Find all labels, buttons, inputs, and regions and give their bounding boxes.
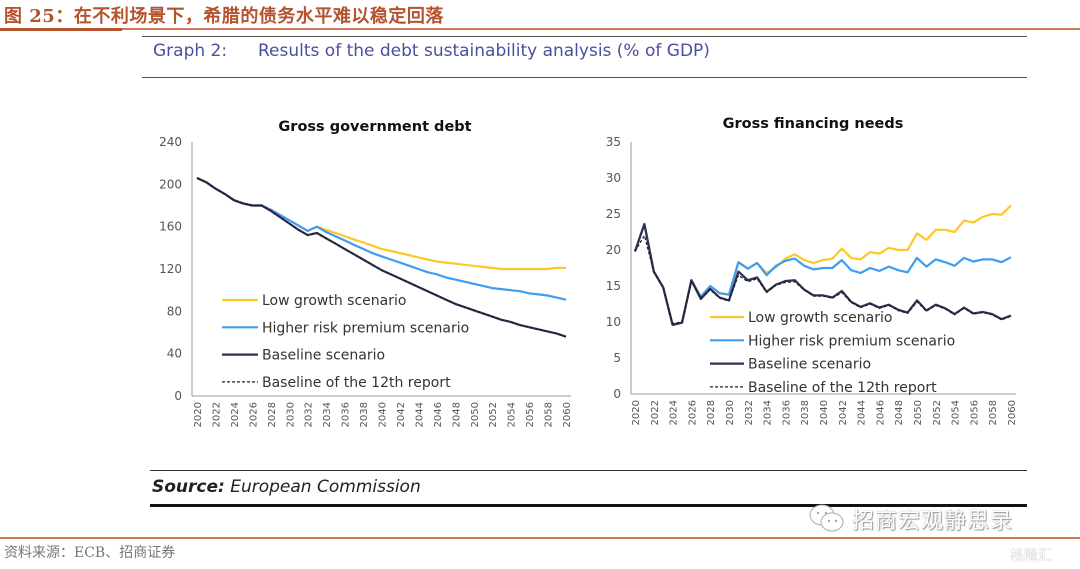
x-tick-label: 2032 — [744, 400, 755, 425]
watermark-text: 招商宏观静思录 — [852, 509, 1014, 534]
source-label: Source: — [152, 477, 225, 497]
x-tick-label: 2048 — [451, 402, 462, 427]
series-line-baseline-12th — [634, 235, 1012, 324]
x-tick-label: 2030 — [725, 400, 736, 425]
x-tick-label: 2036 — [781, 400, 792, 425]
x-tick-label: 2050 — [470, 402, 481, 427]
series-line-baseline — [633, 223, 1012, 326]
x-tick-label: 2046 — [433, 402, 444, 427]
legend-label-low-growth: Low growth scenario — [262, 293, 406, 309]
y-tick-label: 240 — [159, 135, 182, 149]
series-line-baseline-12th — [196, 177, 567, 338]
title-accent-divider — [0, 28, 122, 31]
x-tick-label: 2046 — [875, 400, 886, 425]
x-tick-label: 2034 — [322, 402, 333, 427]
y-tick-label: 80 — [167, 304, 182, 318]
x-tick-label: 2060 — [1007, 400, 1018, 425]
x-tick-label: 2050 — [913, 400, 924, 425]
x-tick-label: 2034 — [763, 400, 774, 425]
x-tick-label: 2022 — [211, 402, 222, 427]
y-tick-label: 160 — [159, 220, 182, 234]
x-tick-label: 2044 — [857, 400, 868, 425]
y-tick-label: 35 — [606, 135, 621, 149]
y-tick-label: 5 — [613, 351, 621, 365]
x-tick-label: 2020 — [193, 402, 204, 427]
legend-label-higher-risk: Higher risk premium scenario — [748, 333, 955, 349]
source-line: Source: European Commission — [152, 477, 421, 497]
source-bottom-rule — [150, 504, 1027, 507]
footer-divider — [0, 537, 1080, 539]
x-tick-label: 2040 — [819, 400, 830, 425]
x-tick-label: 2042 — [838, 400, 849, 425]
legend-label-baseline-12th: Baseline of the 12th report — [748, 380, 937, 396]
y-tick-label: 40 — [167, 347, 182, 361]
y-tick-label: 30 — [606, 171, 621, 185]
y-tick-label: 120 — [159, 262, 182, 276]
y-tick-label: 200 — [159, 177, 182, 191]
y-tick-label: 20 — [606, 243, 621, 257]
x-tick-label: 2026 — [687, 400, 698, 425]
x-tick-label: 2052 — [932, 400, 943, 425]
x-tick-label: 2056 — [525, 402, 536, 427]
chart-title: Gross financing needs — [723, 116, 904, 132]
x-tick-label: 2038 — [359, 402, 370, 427]
x-tick-label: 2028 — [267, 402, 278, 427]
graph-label: Graph 2: — [153, 41, 228, 61]
legend-label-baseline: Baseline scenario — [262, 348, 385, 364]
x-tick-label: 2032 — [304, 402, 315, 427]
legend-label-low-growth: Low growth scenario — [748, 310, 892, 326]
figure-title: 图 25：在不利场景下，希腊的债务水平难以稳定回落 — [4, 6, 444, 27]
x-tick-label: 2020 — [631, 400, 642, 425]
x-tick-label: 2026 — [248, 402, 259, 427]
x-tick-label: 2022 — [650, 400, 661, 425]
y-tick-label: 25 — [606, 207, 621, 221]
footnote-source: 资料来源：ECB、招商证券 — [4, 545, 176, 561]
source-top-rule — [150, 470, 1027, 471]
x-tick-label: 2058 — [988, 400, 999, 425]
legend-label-baseline-12th: Baseline of the 12th report — [262, 375, 451, 391]
x-tick-label: 2048 — [894, 400, 905, 425]
y-tick-label: 0 — [613, 387, 621, 401]
x-tick-label: 2054 — [507, 402, 518, 427]
x-tick-label: 2036 — [341, 402, 352, 427]
graph-title: Results of the debt sustainability analy… — [258, 41, 710, 61]
y-tick-label: 15 — [606, 279, 621, 293]
watermark-brand: 格隆汇 — [1010, 548, 1052, 564]
x-tick-label: 2024 — [669, 400, 680, 425]
x-tick-label: 2030 — [285, 402, 296, 427]
graph-header-bottom-rule — [142, 77, 1027, 78]
legend-label-baseline: Baseline scenario — [748, 357, 871, 373]
x-tick-label: 2042 — [396, 402, 407, 427]
y-tick-label: 0 — [174, 389, 182, 403]
legend-label-higher-risk: Higher risk premium scenario — [262, 320, 469, 336]
x-tick-label: 2060 — [562, 402, 573, 427]
wechat-icon — [809, 504, 844, 532]
x-tick-label: 2058 — [544, 402, 555, 427]
x-tick-label: 2038 — [800, 400, 811, 425]
x-tick-label: 2028 — [706, 400, 717, 425]
title-divider — [0, 28, 1080, 30]
source-value: European Commission — [230, 477, 421, 497]
x-tick-label: 2052 — [488, 402, 499, 427]
x-tick-label: 2056 — [969, 400, 980, 425]
x-tick-label: 2054 — [951, 400, 962, 425]
x-tick-label: 2024 — [230, 402, 241, 427]
x-tick-label: 2044 — [414, 402, 425, 427]
chart-title: Gross government debt — [278, 119, 471, 135]
y-tick-label: 10 — [606, 315, 621, 329]
graph-header-top-rule — [142, 36, 1027, 37]
x-tick-label: 2040 — [378, 402, 389, 427]
